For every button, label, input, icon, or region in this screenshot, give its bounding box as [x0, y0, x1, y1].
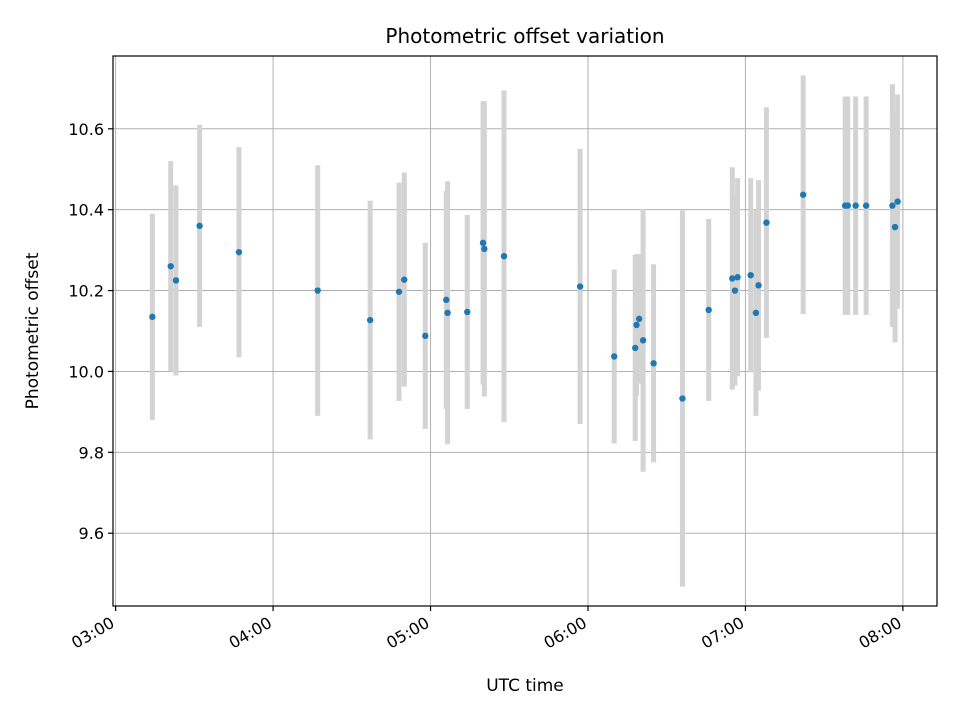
chart-title: Photometric offset variation: [385, 24, 664, 48]
data-point: [444, 309, 451, 317]
data-point: [747, 271, 754, 279]
data-point: [633, 321, 640, 329]
data-point: [889, 202, 896, 209]
data-point: [464, 308, 471, 316]
data-point: [167, 263, 174, 270]
data-point: [729, 275, 736, 282]
data-point: [650, 360, 657, 367]
data-point: [235, 248, 243, 256]
data-point: [639, 337, 647, 344]
y-tick-label: 10.4: [68, 201, 104, 220]
data-point: [734, 274, 741, 281]
data-point: [149, 313, 156, 321]
plot-frame: [112, 55, 938, 607]
data-point: [500, 252, 508, 260]
y-tick-label: 10.2: [68, 282, 104, 301]
data-point: [314, 287, 321, 294]
grid: [113, 56, 937, 606]
data-point: [196, 222, 203, 230]
data-point: [366, 316, 374, 324]
data-point: [481, 245, 488, 253]
data-point: [611, 353, 618, 360]
data-point: [401, 276, 408, 283]
y-tick-label: 10.0: [68, 362, 104, 381]
data-point: [632, 344, 639, 352]
data-point: [891, 223, 899, 231]
data-point: [844, 202, 851, 209]
y-tick-label: 9.8: [79, 443, 104, 462]
data-points: [149, 191, 901, 402]
data-point: [635, 315, 643, 323]
y-tick-label: 10.6: [68, 120, 104, 139]
data-point: [894, 198, 901, 205]
data-point: [479, 239, 487, 247]
data-point: [679, 395, 686, 402]
data-point: [755, 282, 762, 289]
data-point: [862, 202, 870, 209]
data-point: [576, 283, 584, 290]
x-axis-label: UTC time: [486, 676, 564, 696]
data-point: [799, 191, 807, 198]
data-point: [763, 219, 770, 226]
y-tick-label: 9.6: [79, 524, 104, 543]
y-axis-label: Photometric offset: [23, 252, 43, 409]
data-point: [852, 202, 859, 209]
data-point: [172, 277, 180, 284]
data-point: [731, 287, 739, 294]
data-point: [705, 306, 712, 314]
data-point: [443, 296, 450, 304]
data-point: [395, 288, 403, 295]
data-point: [752, 309, 760, 317]
data-point: [422, 332, 429, 340]
